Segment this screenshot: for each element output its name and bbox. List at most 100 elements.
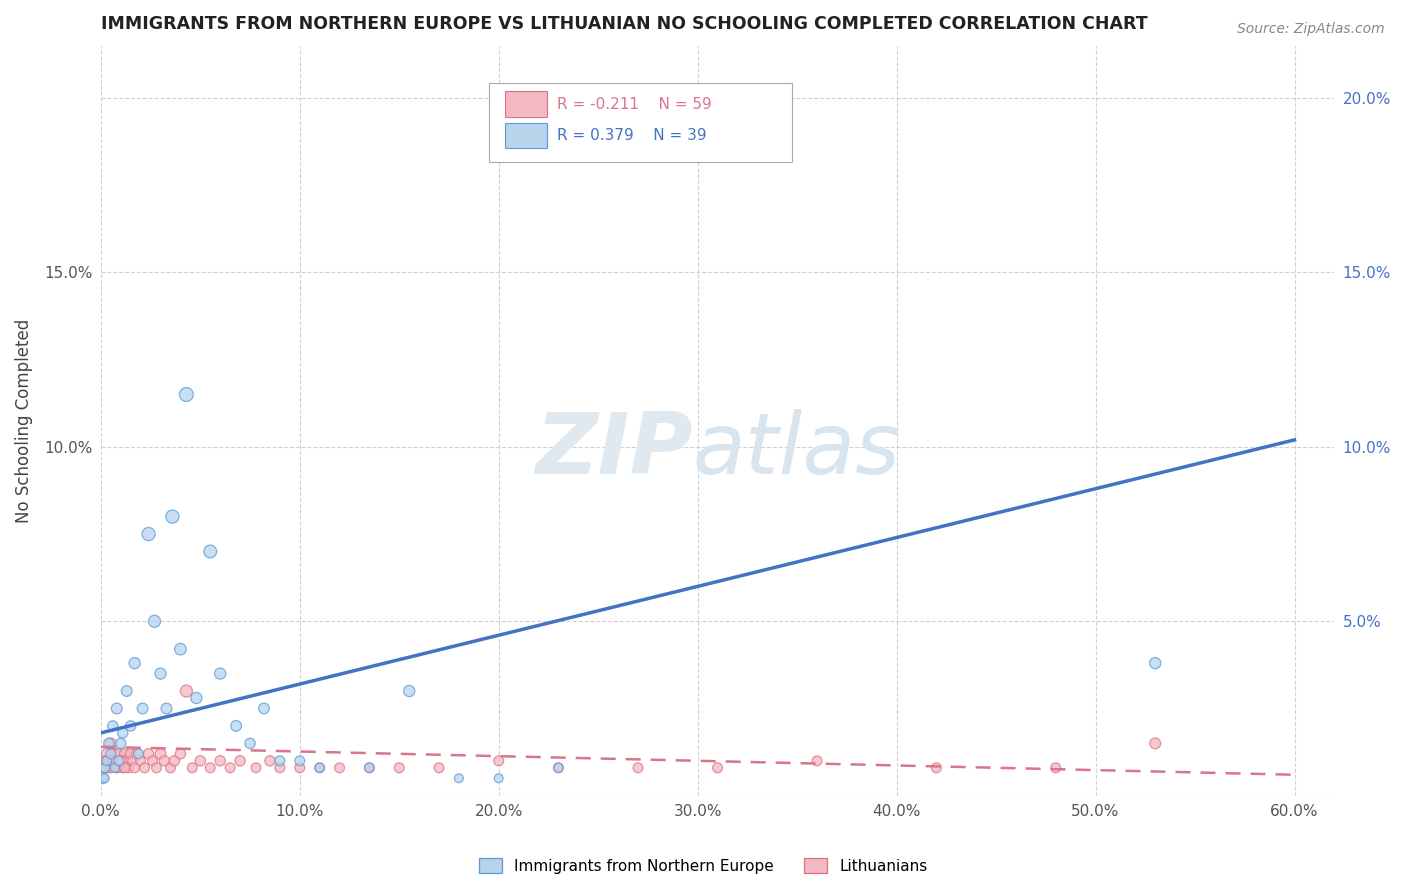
Point <box>288 754 311 768</box>
Point <box>96 754 118 768</box>
Point <box>188 754 211 768</box>
Point <box>176 387 198 401</box>
Point <box>447 771 470 785</box>
Point <box>100 747 122 761</box>
Point <box>105 761 128 775</box>
Point <box>111 726 134 740</box>
Point <box>138 747 160 761</box>
Legend: Immigrants from Northern Europe, Lithuanians: Immigrants from Northern Europe, Lithuan… <box>472 852 934 880</box>
Text: R = 0.379    N = 39: R = 0.379 N = 39 <box>557 128 707 144</box>
Point <box>547 761 569 775</box>
Point <box>101 719 124 733</box>
Point <box>159 761 181 775</box>
Point <box>94 761 117 775</box>
Point <box>115 684 138 698</box>
Point <box>145 761 167 775</box>
Point <box>209 754 232 768</box>
Point <box>131 701 153 715</box>
Point <box>806 754 828 768</box>
Point <box>627 761 650 775</box>
Point <box>120 719 142 733</box>
Point <box>162 509 184 524</box>
Point <box>398 684 420 698</box>
Point <box>111 761 134 775</box>
Point <box>114 761 136 775</box>
Point <box>706 761 728 775</box>
Point <box>308 761 330 775</box>
Point <box>110 754 132 768</box>
Point <box>153 754 176 768</box>
Point <box>149 747 172 761</box>
Text: R = -0.211    N = 59: R = -0.211 N = 59 <box>557 96 711 112</box>
Point <box>1045 761 1067 775</box>
Point <box>1144 736 1167 750</box>
Point <box>125 747 148 761</box>
Point <box>114 747 136 761</box>
Point <box>94 754 117 768</box>
Point <box>97 736 120 750</box>
Point <box>925 761 948 775</box>
Point <box>121 754 143 768</box>
Point <box>91 771 114 785</box>
Point <box>96 747 118 761</box>
Point <box>138 527 160 541</box>
Point <box>110 736 132 750</box>
Point <box>547 761 569 775</box>
Point <box>169 642 191 657</box>
Point <box>101 754 124 768</box>
Point <box>253 701 276 715</box>
Point <box>427 761 450 775</box>
Point <box>269 761 291 775</box>
Point <box>104 761 127 775</box>
Point <box>1144 656 1167 670</box>
Point <box>124 761 146 775</box>
Point <box>143 614 166 628</box>
Point <box>169 747 191 761</box>
Point <box>200 544 222 558</box>
Point <box>259 754 281 768</box>
Point <box>105 701 128 715</box>
Point <box>388 761 411 775</box>
Point <box>100 736 122 750</box>
Point <box>94 761 117 775</box>
Point <box>181 761 204 775</box>
Point <box>120 747 142 761</box>
Point <box>107 754 129 768</box>
Point <box>329 761 352 775</box>
Point <box>129 754 152 768</box>
Point <box>96 754 118 768</box>
Point <box>288 761 311 775</box>
Point <box>105 761 128 775</box>
Point <box>209 666 232 681</box>
Point <box>141 754 163 768</box>
Y-axis label: No Schooling Completed: No Schooling Completed <box>15 318 32 523</box>
Text: ZIP: ZIP <box>536 409 693 492</box>
Text: IMMIGRANTS FROM NORTHERN EUROPE VS LITHUANIAN NO SCHOOLING COMPLETED CORRELATION: IMMIGRANTS FROM NORTHERN EUROPE VS LITHU… <box>101 15 1147 33</box>
Point <box>115 754 138 768</box>
Point <box>200 761 222 775</box>
Point <box>239 736 262 750</box>
Point <box>229 754 252 768</box>
Point <box>488 754 510 768</box>
Point <box>225 719 247 733</box>
Point <box>118 761 141 775</box>
Point <box>176 684 198 698</box>
Point <box>124 656 146 670</box>
FancyBboxPatch shape <box>505 91 547 117</box>
Point <box>308 761 330 775</box>
Point <box>97 761 120 775</box>
Point <box>107 747 129 761</box>
Point <box>94 771 117 785</box>
Point <box>91 761 114 775</box>
Point <box>186 691 208 706</box>
Point <box>104 747 127 761</box>
Point <box>110 754 132 768</box>
FancyBboxPatch shape <box>505 123 547 148</box>
Point <box>359 761 381 775</box>
Point <box>155 701 177 715</box>
Point <box>269 754 291 768</box>
Point <box>219 761 242 775</box>
Point <box>149 666 172 681</box>
Point <box>128 747 150 761</box>
Point <box>359 761 381 775</box>
